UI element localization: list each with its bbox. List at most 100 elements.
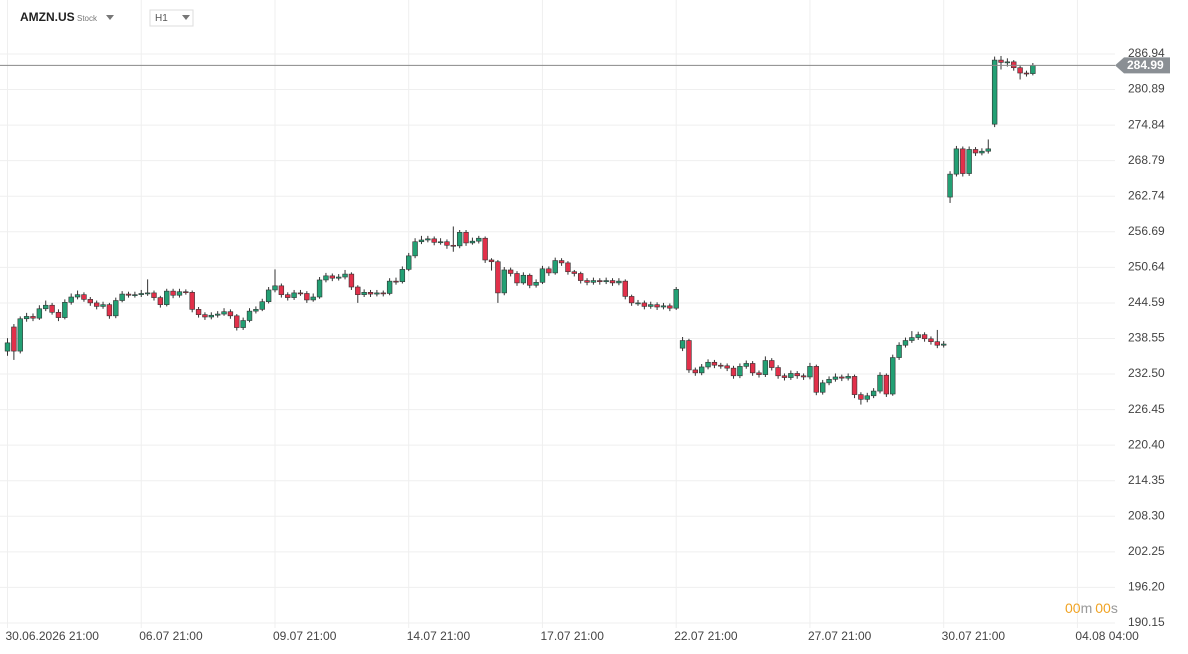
candle-body	[641, 302, 648, 307]
candle-body	[775, 367, 781, 377]
candle-body	[909, 337, 915, 341]
y-tick-label: 268.79	[1128, 153, 1165, 167]
candle-body	[74, 294, 81, 298]
candle-body	[692, 369, 699, 374]
x-tick-label: 27.07 21:00	[808, 629, 872, 643]
candle-body	[1023, 72, 1030, 75]
candle-body	[348, 273, 355, 288]
candle-body	[93, 302, 100, 307]
candle-body	[558, 260, 565, 264]
candle-body	[316, 279, 323, 298]
candle-body	[30, 316, 36, 319]
candle-body	[100, 304, 106, 307]
candle-body	[1030, 65, 1036, 74]
interval-dropdown[interactable]	[182, 15, 190, 20]
interval-box[interactable]	[149, 9, 194, 27]
candle-body	[202, 314, 208, 318]
candle-body	[819, 382, 826, 393]
y-tick-label: 196.20	[1128, 580, 1165, 594]
x-tick-label: 17.07 21:00	[540, 629, 604, 643]
candle-body	[896, 344, 902, 358]
candle-body	[418, 239, 425, 243]
y-tick-label: 244.59	[1128, 295, 1165, 309]
x-tick-label: 09.07 21:00	[273, 629, 337, 643]
candle-body	[386, 280, 393, 294]
y-tick-label: 250.64	[1128, 260, 1165, 274]
candle-body	[361, 292, 367, 295]
candle-body	[870, 390, 877, 397]
x-tick-label: 04.08 04:00	[1075, 629, 1139, 643]
candle-body	[915, 334, 921, 338]
candle-body	[698, 366, 705, 374]
candle-body	[106, 304, 113, 317]
y-tick-label: 274.84	[1128, 117, 1165, 131]
candle-body	[476, 237, 482, 242]
y-tick-label: 256.69	[1128, 224, 1165, 238]
candle-body	[278, 285, 285, 295]
candle-body	[883, 374, 890, 395]
candle-body	[431, 238, 437, 243]
candle-body	[342, 273, 348, 278]
candle-body	[839, 376, 845, 379]
candle-body	[221, 311, 227, 315]
candle-body	[285, 294, 291, 298]
candle-body	[157, 297, 164, 305]
candle-body	[144, 292, 151, 295]
candle-body	[406, 255, 412, 270]
candle-body	[788, 373, 794, 378]
candle-body	[1017, 67, 1023, 74]
candle-body	[456, 232, 463, 247]
candle-body	[355, 286, 361, 295]
candle-body	[622, 280, 628, 297]
candle-body	[450, 244, 456, 247]
candle-body	[291, 292, 297, 298]
countdown: 00m 00s	[1065, 600, 1118, 616]
candle-body	[425, 238, 431, 241]
candle-body	[17, 318, 23, 352]
candle-body	[858, 394, 864, 400]
candle-body	[972, 149, 979, 154]
candle-body	[170, 290, 176, 296]
candle-body	[329, 275, 335, 279]
candle-body	[756, 372, 762, 375]
candle-body	[571, 271, 578, 274]
candle-body	[584, 280, 590, 283]
candle-body	[380, 292, 386, 295]
candle-body	[227, 311, 234, 317]
candle-body	[921, 334, 928, 340]
candle-body	[68, 296, 74, 303]
candle-body	[673, 289, 679, 309]
candle-body	[985, 148, 991, 152]
candle-body	[686, 340, 692, 371]
interval[interactable]: H1	[155, 13, 168, 24]
candle-body	[565, 262, 571, 273]
symbol-dropdown[interactable]	[106, 15, 114, 20]
candle-body	[234, 315, 240, 328]
candle-body	[323, 275, 329, 281]
y-tick-label: 214.35	[1128, 473, 1165, 487]
candle-body	[998, 59, 1004, 63]
candle-body	[132, 294, 138, 296]
symbol[interactable]: AMZN.US	[20, 10, 75, 24]
candle-body	[399, 269, 406, 283]
x-tick-label: 30.06.2026 21:00	[6, 629, 100, 643]
candle-body	[928, 338, 934, 342]
candle-body	[482, 237, 488, 261]
candle-body	[36, 308, 43, 319]
candle-body	[246, 310, 253, 321]
candle-body	[43, 304, 49, 310]
candle-body	[55, 311, 62, 318]
candle-body	[272, 285, 278, 291]
candle-body	[864, 395, 870, 400]
candle-body	[813, 366, 820, 393]
candle-body	[259, 301, 265, 310]
candle-body	[507, 269, 514, 274]
y-tick-label: 238.55	[1128, 331, 1165, 345]
y-tick-label: 190.15	[1128, 615, 1165, 629]
y-tick-label: 202.25	[1128, 544, 1165, 558]
candle-body	[335, 276, 342, 279]
candle-body	[463, 232, 469, 244]
candle-body	[749, 363, 756, 374]
y-tick-label: 280.89	[1128, 82, 1165, 96]
candle-body	[119, 293, 125, 301]
